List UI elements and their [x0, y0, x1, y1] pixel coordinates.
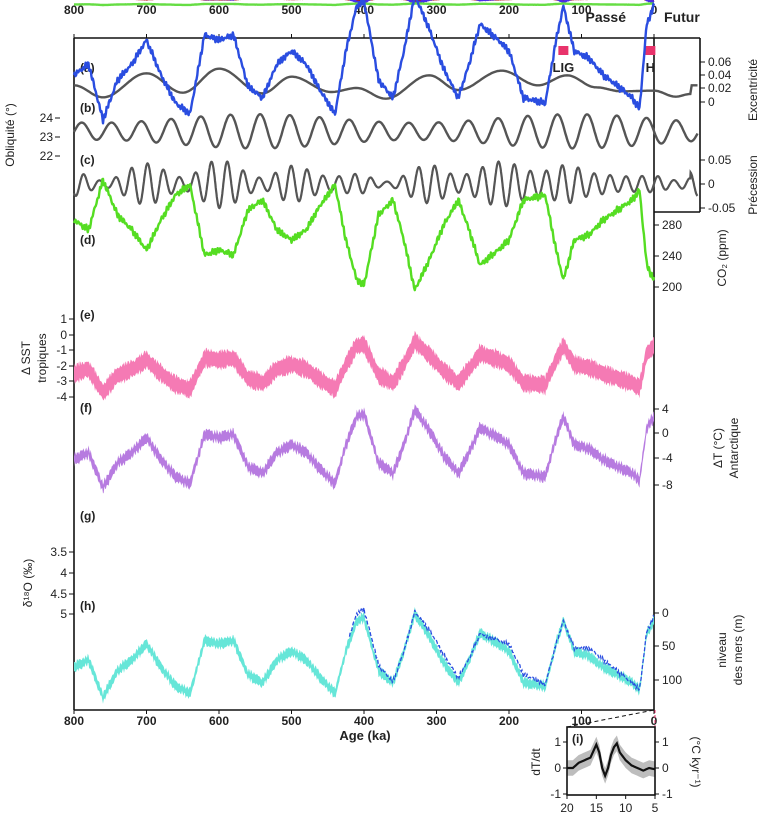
top-x-tick-label: 700 — [136, 3, 156, 17]
y-label-precession: Précession — [746, 155, 760, 214]
bottom-x-tick-label: 300 — [426, 714, 446, 728]
uncertainty-band-e — [74, 330, 654, 401]
y-tick-label: -3 — [56, 374, 67, 388]
y-tick-label: 0 — [708, 95, 715, 109]
uncertainty-band-h — [74, 607, 654, 704]
series-d — [72, 177, 656, 292]
y-label-sst-2: tropiques — [35, 333, 49, 382]
inset-x-tick-label: 20 — [560, 801, 574, 815]
top-x-tick-label: 0 — [651, 3, 658, 17]
y-tick-label: 50 — [662, 639, 676, 653]
y-tick-label: 22 — [40, 149, 54, 163]
y-tick-label: 0.02 — [708, 81, 732, 95]
bottom-x-tick-label: 400 — [354, 714, 374, 728]
top-x-tick-label: 200 — [499, 3, 519, 17]
y-tick-label: -4 — [56, 390, 67, 404]
inset-y-label-right: (°C kyr⁻¹) — [689, 736, 703, 787]
panel-label-c: (c) — [80, 153, 95, 167]
inset-y-tick-label-right: 1 — [662, 735, 669, 749]
y-label-eccentricity: Excentricité — [746, 59, 760, 121]
y-label-sea-level: niveau — [715, 632, 729, 667]
series-precession — [72, 160, 699, 210]
inset-y-label: dT/dt — [529, 748, 543, 776]
y-label-co2: CO₂ (ppm) — [715, 229, 729, 286]
series-eccentricity — [73, 67, 698, 100]
marker-label: LIG — [553, 60, 575, 75]
marker-lig — [558, 46, 569, 55]
bottom-x-tick-label: 500 — [281, 714, 301, 728]
panel-label-b: (b) — [80, 101, 95, 115]
y-tick-label: 1 — [60, 312, 67, 326]
y-tick-label: 100 — [662, 673, 682, 687]
x-axis-title: Age (ka) — [339, 728, 390, 743]
y-label-d18o: δ¹⁸O (‰) — [21, 559, 35, 607]
top-x-tick-label: 100 — [571, 3, 591, 17]
series-obliquity — [72, 112, 699, 150]
top-x-tick-label: 500 — [281, 3, 301, 17]
y-tick-label: 0 — [662, 606, 669, 620]
panel-label-g: (g) — [80, 509, 95, 523]
y-tick-label: 0.06 — [708, 55, 732, 69]
inset-y-tick-label-right: -1 — [662, 787, 673, 801]
bottom-x-tick-label: 200 — [499, 714, 519, 728]
inset-x-tick-label: 10 — [619, 801, 633, 815]
y-tick-label: 0 — [60, 328, 67, 342]
inset-y-tick-label: -1 — [550, 787, 561, 801]
top-x-tick-label: 600 — [209, 3, 229, 17]
y-tick-label: 23 — [40, 130, 54, 144]
y-tick-label: -0.05 — [708, 201, 736, 215]
inset-x-tick-label: 15 — [590, 801, 604, 815]
series-h-dashed — [348, 607, 655, 692]
inset-panel-label: (i) — [572, 732, 583, 746]
y-label-antarctic: ΔT (°C) — [711, 428, 725, 468]
marker-label: H — [646, 60, 655, 75]
panel-label-h: (h) — [80, 599, 95, 613]
y-tick-label: -8 — [662, 478, 673, 492]
inset-x-tick-label: 5 — [652, 801, 659, 815]
y-tick-label: 4 — [662, 402, 669, 416]
bottom-x-tick-label: 700 — [136, 714, 156, 728]
uncertainty-band-f — [74, 404, 654, 494]
y-tick-label: 0.04 — [708, 68, 732, 82]
past-label: Passé — [586, 9, 627, 25]
y-tick-label: 280 — [662, 218, 682, 232]
marker-h — [645, 46, 656, 55]
y-tick-label: -4 — [662, 451, 673, 465]
y-tick-label: 200 — [662, 280, 682, 294]
top-x-tick-label: 800 — [64, 3, 84, 17]
bottom-x-tick-label: 600 — [209, 714, 229, 728]
future-label: Futur — [664, 9, 700, 25]
inset-y-tick-label-right: 0 — [662, 761, 669, 775]
inset-frame — [566, 726, 656, 796]
y-tick-label: 0 — [708, 177, 715, 191]
bottom-x-tick-label: 0 — [651, 714, 658, 728]
y-label-sea-level-2: des mers (m) — [731, 615, 745, 686]
y-tick-label: 5 — [60, 607, 67, 621]
inset-y-tick-label: 1 — [554, 735, 561, 749]
bottom-x-tick-label: 100 — [571, 714, 591, 728]
y-label-antarctic-2: Antarctique — [727, 417, 741, 478]
y-label-sst: Δ SST — [19, 340, 33, 375]
y-tick-label: 4.5 — [50, 587, 67, 601]
y-label-obliquity: Obliquité (°) — [3, 103, 17, 167]
panel-label-d: (d) — [80, 233, 95, 247]
series-h — [72, 0, 656, 125]
y-tick-label: 3.5 — [50, 545, 67, 559]
y-tick-label: 240 — [662, 249, 682, 263]
y-tick-label: -2 — [56, 359, 67, 373]
panel-label-e: (e) — [80, 308, 95, 322]
panel-label-f: (f) — [80, 401, 92, 415]
y-tick-label: -1 — [56, 343, 67, 357]
inset-panel-i: (i)20 15 10 510-110-1dT/dt (°C kyr⁻¹) — [529, 709, 703, 815]
bottom-x-tick-label: 800 — [64, 714, 84, 728]
y-tick-label: 24 — [40, 111, 54, 125]
y-tick-label: 4 — [60, 566, 67, 580]
y-tick-label: 0.05 — [708, 153, 732, 167]
top-x-tick-label: 300 — [426, 3, 446, 17]
inset-series-dTdt — [567, 740, 656, 779]
inset-y-tick-label: 0 — [554, 761, 561, 775]
y-tick-label: 0 — [662, 426, 669, 440]
zoom-connector-line — [566, 709, 655, 728]
